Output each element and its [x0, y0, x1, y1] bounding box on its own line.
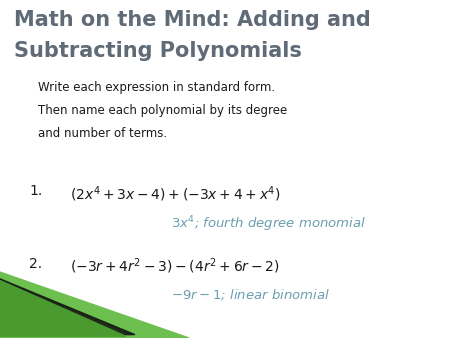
Text: $3x^4$; fourth degree monomial: $3x^4$; fourth degree monomial [171, 215, 366, 234]
Polygon shape [0, 279, 135, 335]
Text: 2.: 2. [29, 257, 42, 271]
Text: $-9r - 1$; linear binomial: $-9r - 1$; linear binomial [171, 287, 330, 302]
Text: Math on the Mind: Adding and: Math on the Mind: Adding and [14, 10, 370, 30]
Text: and number of terms.: and number of terms. [38, 127, 167, 140]
Text: Then name each polynomial by its degree: Then name each polynomial by its degree [38, 104, 288, 117]
Polygon shape [0, 281, 126, 336]
Text: $(2x^4 + 3x - 4) + (-3x + 4 + x^4)$: $(2x^4 + 3x - 4) + (-3x + 4 + x^4)$ [70, 184, 280, 204]
Text: $(-3r + 4r^2 - 3) - (4r^2 + 6r - 2)$: $(-3r + 4r^2 - 3) - (4r^2 + 6r - 2)$ [70, 257, 279, 276]
Text: 1.: 1. [29, 184, 42, 198]
Polygon shape [0, 272, 189, 338]
Text: Write each expression in standard form.: Write each expression in standard form. [38, 81, 275, 94]
Text: Subtracting Polynomials: Subtracting Polynomials [14, 41, 302, 61]
